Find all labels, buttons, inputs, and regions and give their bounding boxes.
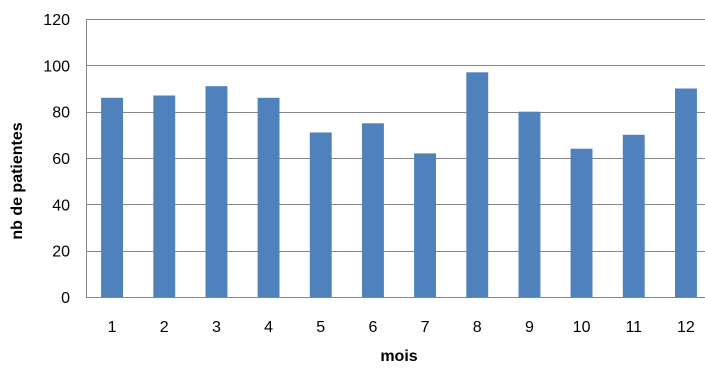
bar-9 bbox=[518, 111, 541, 297]
y-tick-label: 120 bbox=[43, 12, 70, 29]
bar-11 bbox=[622, 134, 645, 297]
x-tick-label: 7 bbox=[421, 319, 430, 336]
bar-8 bbox=[466, 72, 489, 297]
x-tick-label: 5 bbox=[316, 319, 325, 336]
bar-6 bbox=[362, 123, 384, 298]
x-tick-label: 1 bbox=[108, 319, 117, 336]
x-tick-label: 6 bbox=[368, 319, 377, 336]
y-axis-ticks: 0 20 40 60 80 100 120 bbox=[43, 12, 70, 307]
y-tick-label: 40 bbox=[52, 197, 70, 214]
y-tick-label: 100 bbox=[43, 58, 70, 75]
bars bbox=[101, 72, 697, 298]
bar-5 bbox=[309, 132, 332, 297]
x-tick-label: 10 bbox=[573, 319, 591, 336]
bar-10 bbox=[570, 148, 593, 297]
x-tick-label: 9 bbox=[525, 319, 534, 336]
bar-4 bbox=[257, 97, 280, 297]
x-axis-ticks: 1 2 3 4 5 6 7 8 9 10 11 12 bbox=[108, 319, 695, 336]
x-tick-label: 12 bbox=[677, 319, 695, 336]
y-tick-label: 0 bbox=[61, 290, 70, 307]
bar-12 bbox=[675, 88, 697, 297]
bar-7 bbox=[414, 153, 436, 297]
y-tick-label: 60 bbox=[52, 151, 70, 168]
x-tick-label: 8 bbox=[473, 319, 482, 336]
y-tick-label: 80 bbox=[52, 105, 70, 122]
bar-3 bbox=[205, 86, 228, 297]
x-tick-label: 2 bbox=[160, 319, 169, 336]
gridlines bbox=[86, 19, 705, 298]
x-axis-label: mois bbox=[380, 348, 417, 365]
x-tick-label: 4 bbox=[264, 319, 273, 336]
x-tick-label: 11 bbox=[625, 319, 642, 336]
bar-2 bbox=[153, 95, 176, 297]
y-tick-label: 20 bbox=[52, 244, 70, 261]
bar-1 bbox=[101, 97, 123, 297]
x-tick-label: 3 bbox=[212, 319, 221, 336]
y-axis-label: nb de patientes bbox=[9, 122, 26, 239]
